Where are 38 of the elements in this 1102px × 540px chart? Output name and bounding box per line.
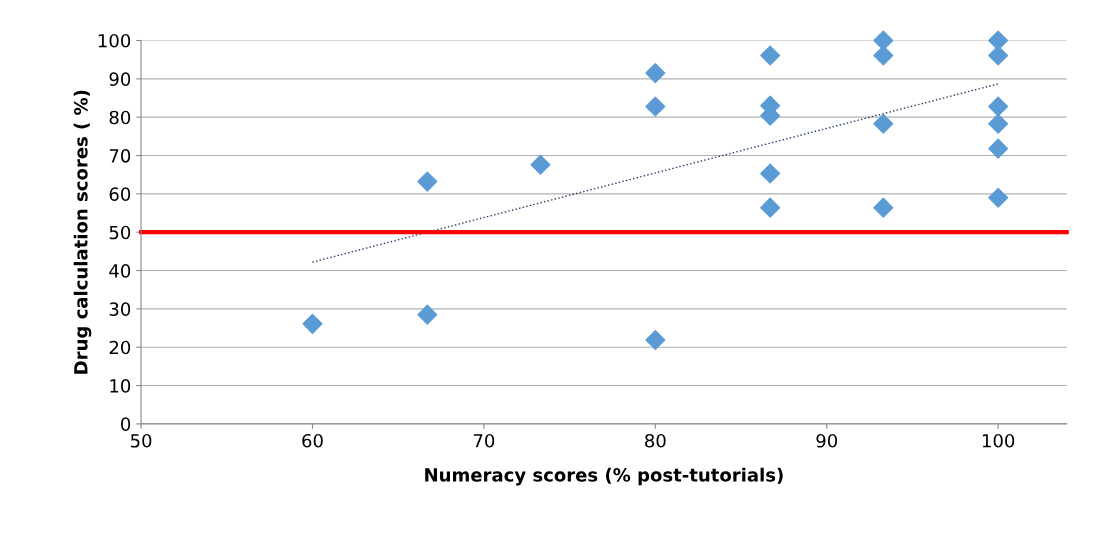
point [988, 138, 1009, 159]
point [760, 197, 781, 218]
point [988, 45, 1009, 66]
x-tick-label: 80 [645, 433, 666, 448]
x-tick-label: 60 [302, 433, 323, 448]
y-tick-label: 10 [110, 379, 131, 393]
x-tick-label: 70 [473, 433, 495, 448]
point [873, 113, 894, 134]
point [873, 197, 894, 218]
x-axis-title: Numeracy scores (% post-tutorials) [425, 467, 783, 486]
x-tick-label: 90 [816, 433, 838, 448]
y-tick-label: 90 [109, 72, 131, 86]
y-tick-label: 0 [121, 417, 131, 432]
point [302, 313, 323, 334]
x-tick-label: 100 [982, 433, 1015, 448]
y-tick-label: 80 [109, 110, 131, 125]
point [873, 45, 894, 66]
point [988, 187, 1009, 208]
point [417, 171, 438, 192]
point [760, 45, 781, 66]
y-tick-label: 30 [109, 302, 131, 316]
y-tick-label: 60 [109, 187, 131, 201]
y-tick-label: 50 [109, 225, 131, 240]
y-tick-label: 20 [109, 340, 131, 355]
y-tick-label: 40 [109, 264, 131, 278]
point [873, 30, 894, 51]
point [530, 154, 551, 175]
point [988, 113, 1009, 134]
y-tick-label: 100 [98, 33, 131, 48]
point [645, 96, 666, 117]
point [760, 163, 781, 184]
point [988, 96, 1009, 117]
y-axis-title: Drug calculation scores ( %) [73, 90, 92, 374]
point [645, 63, 666, 84]
x-tick-label: 50 [130, 433, 152, 448]
y-tick-label: 70 [109, 148, 131, 163]
point [417, 304, 438, 325]
point [645, 329, 666, 350]
